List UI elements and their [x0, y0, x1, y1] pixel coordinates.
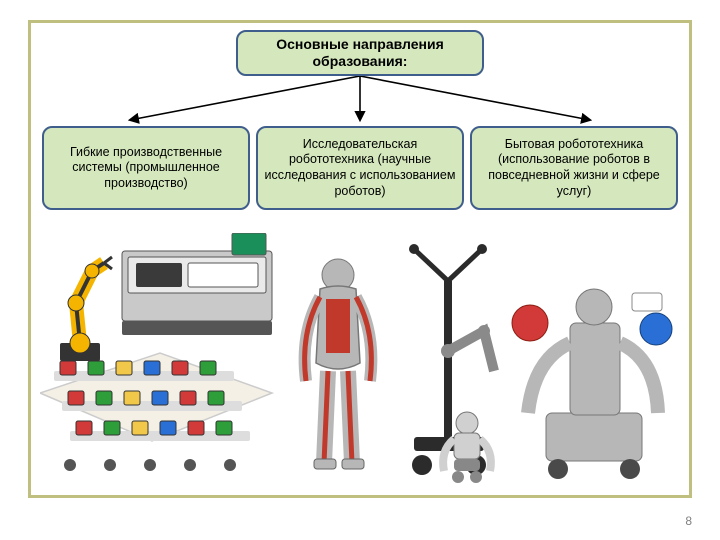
branch-label: Исследовательская робототехника (научные… — [264, 137, 456, 200]
industrial-arm-icon — [60, 257, 112, 361]
branch-label: Гибкие производственные системы (промышл… — [50, 145, 242, 192]
humanoid-red-icon — [305, 259, 372, 469]
branch-household-robotics: Бытовая робототехника (использование роб… — [470, 126, 678, 210]
cnc-lathe-icon — [122, 233, 272, 335]
factory-floor-icon — [40, 353, 272, 471]
branch-label: Бытовая робототехника (использование роб… — [478, 137, 670, 200]
branch-research-robotics: Исследовательская робототехника (научные… — [256, 126, 464, 210]
arrows-svg — [90, 76, 630, 126]
branch-flexible-manufacturing: Гибкие производственные системы (промышл… — [42, 126, 250, 210]
assist-robot-icon — [512, 289, 672, 479]
diagram-title: Основные направления образования: — [236, 30, 484, 76]
page-number: 8 — [685, 514, 692, 528]
imagery-panel — [40, 233, 680, 485]
diagram-title-text: Основные направления образования: — [238, 36, 482, 70]
